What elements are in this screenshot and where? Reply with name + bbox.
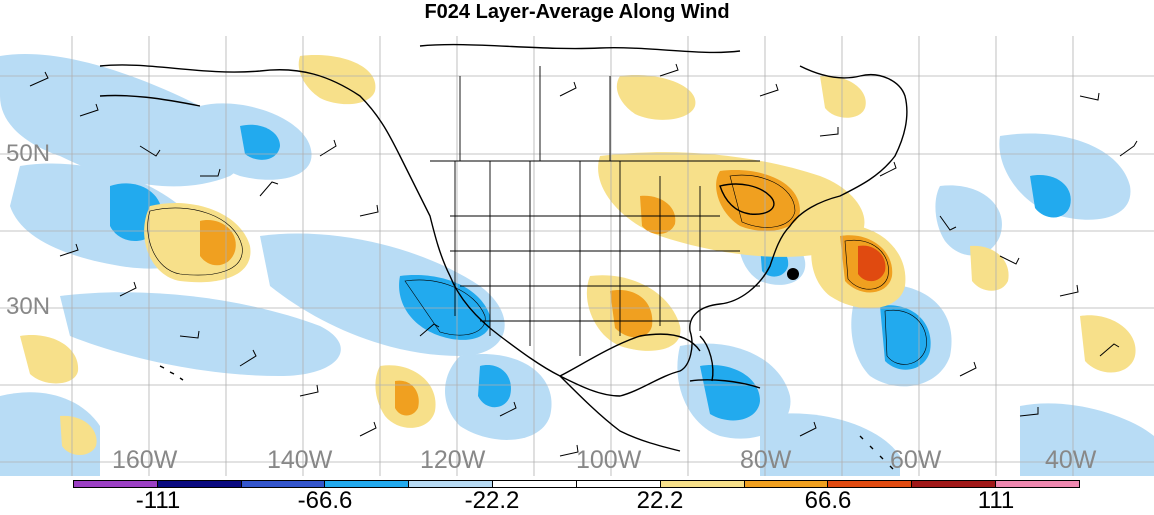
central-america — [559, 375, 681, 452]
colorbar-segment — [996, 481, 1079, 487]
aleutians — [99, 94, 201, 107]
gulf-coast — [559, 333, 701, 377]
lon-label-60w: 60W — [890, 446, 942, 474]
colorbar-segment — [912, 481, 997, 487]
shade-light-blue — [0, 392, 100, 476]
shade-blue — [700, 365, 760, 421]
shade-yellow — [60, 415, 97, 455]
colorbar-label: 22.2 — [636, 487, 684, 514]
cuba — [689, 379, 761, 389]
shade-light-blue — [760, 413, 900, 476]
storm-center-marker — [787, 268, 799, 280]
wind-barbs — [29, 63, 1138, 457]
shade-yellow — [20, 335, 79, 384]
shade-light-blue — [999, 133, 1131, 220]
shade-yellow — [970, 245, 1009, 291]
north-america-coast — [99, 64, 908, 397]
shade-light-blue — [60, 292, 341, 376]
shade-orange — [640, 195, 676, 235]
great-lakes — [719, 183, 775, 215]
caribbean-islands — [859, 435, 894, 470]
lon-label-120w: 120W — [420, 446, 486, 474]
colorbar-segment — [828, 481, 913, 487]
shade-orange — [610, 290, 653, 338]
colorbar-segment — [409, 481, 494, 487]
colorbar-segment — [74, 481, 158, 487]
lon-label-40w: 40W — [1045, 446, 1097, 474]
colorbar-label: -66.6 — [297, 487, 353, 514]
shade-yellow — [298, 55, 376, 105]
lon-label-160w: 160W — [112, 446, 178, 474]
colorbar-segment — [493, 481, 577, 487]
shade-light-blue — [0, 54, 245, 187]
colorbar-label: -22.2 — [464, 487, 520, 514]
political-borders — [430, 66, 760, 356]
shade-blue — [1030, 175, 1071, 218]
shade-yellow — [820, 75, 866, 118]
hawaii — [159, 365, 184, 381]
florida — [699, 335, 714, 382]
colorbar — [73, 480, 1080, 488]
colorbar-segment — [744, 481, 829, 487]
map-title: F024 Layer-Average Along Wind — [424, 1, 730, 23]
lon-label-100w: 100W — [576, 446, 642, 474]
shade-red — [858, 245, 886, 282]
colorbar-segment — [660, 481, 745, 487]
colorbar-segment — [576, 481, 661, 487]
shade-light-blue — [935, 185, 1002, 256]
shade-light-blue — [1020, 403, 1154, 476]
lon-label-80w: 80W — [740, 446, 792, 474]
colorbar-label: 111 — [977, 487, 1015, 514]
lat-label-30n: 30N — [6, 293, 51, 320]
shade-yellow — [616, 75, 696, 120]
lat-lon-grid — [0, 36, 1154, 476]
wind-map — [0, 36, 1154, 476]
colorbar-segment — [157, 481, 242, 487]
shade-blue — [240, 124, 280, 160]
canada-arctic — [419, 43, 741, 54]
shade-orange — [395, 380, 419, 416]
shade-blue — [880, 305, 931, 370]
shade-blue — [478, 365, 511, 408]
shade-blue — [399, 275, 491, 340]
shade-yellow — [1080, 315, 1136, 373]
colorbar-label: 66.6 — [804, 487, 852, 514]
coastlines — [99, 43, 908, 470]
colorbar-label: -111 — [135, 487, 181, 514]
colorbar-segment — [241, 481, 326, 487]
colorbar-segment — [325, 481, 410, 487]
shading-layer — [0, 54, 1154, 476]
lon-label-140w: 140W — [267, 446, 333, 474]
lat-label-50n: 50N — [6, 140, 51, 167]
